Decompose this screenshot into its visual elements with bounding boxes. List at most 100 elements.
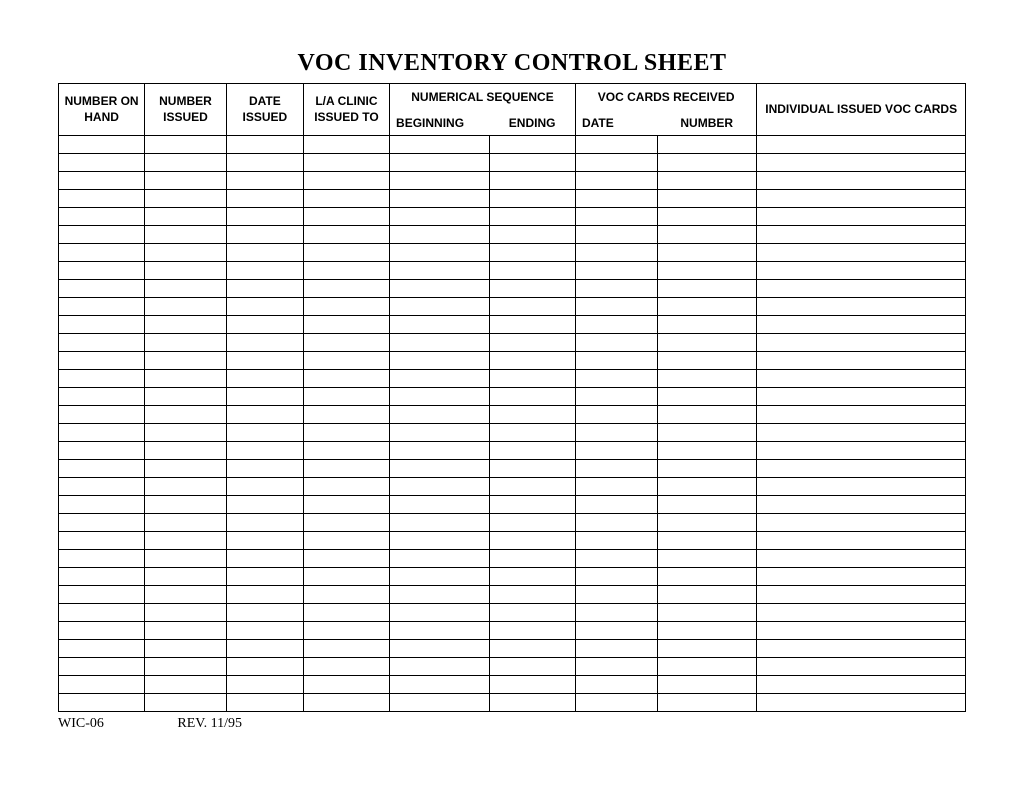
- table-cell[interactable]: [145, 334, 227, 352]
- table-cell[interactable]: [59, 190, 145, 208]
- table-cell[interactable]: [59, 262, 145, 280]
- table-cell[interactable]: [657, 604, 757, 622]
- table-cell[interactable]: [59, 154, 145, 172]
- table-cell[interactable]: [575, 208, 657, 226]
- table-cell[interactable]: [390, 514, 490, 532]
- table-cell[interactable]: [757, 406, 966, 424]
- table-cell[interactable]: [489, 694, 575, 712]
- table-cell[interactable]: [145, 172, 227, 190]
- table-cell[interactable]: [303, 262, 389, 280]
- table-cell[interactable]: [757, 658, 966, 676]
- table-cell[interactable]: [226, 460, 303, 478]
- table-cell[interactable]: [575, 586, 657, 604]
- table-cell[interactable]: [489, 334, 575, 352]
- table-cell[interactable]: [226, 280, 303, 298]
- table-cell[interactable]: [303, 280, 389, 298]
- table-cell[interactable]: [757, 622, 966, 640]
- table-cell[interactable]: [390, 334, 490, 352]
- table-cell[interactable]: [226, 208, 303, 226]
- table-cell[interactable]: [489, 442, 575, 460]
- table-cell[interactable]: [757, 424, 966, 442]
- table-cell[interactable]: [657, 208, 757, 226]
- table-cell[interactable]: [303, 514, 389, 532]
- table-cell[interactable]: [390, 298, 490, 316]
- table-cell[interactable]: [489, 136, 575, 154]
- table-cell[interactable]: [657, 478, 757, 496]
- table-cell[interactable]: [757, 262, 966, 280]
- table-cell[interactable]: [145, 460, 227, 478]
- table-cell[interactable]: [575, 514, 657, 532]
- table-cell[interactable]: [390, 460, 490, 478]
- table-cell[interactable]: [489, 154, 575, 172]
- table-cell[interactable]: [657, 316, 757, 334]
- table-cell[interactable]: [575, 604, 657, 622]
- table-cell[interactable]: [59, 604, 145, 622]
- table-cell[interactable]: [489, 406, 575, 424]
- table-cell[interactable]: [226, 154, 303, 172]
- table-cell[interactable]: [657, 586, 757, 604]
- table-cell[interactable]: [657, 352, 757, 370]
- table-cell[interactable]: [390, 478, 490, 496]
- table-cell[interactable]: [226, 244, 303, 262]
- table-cell[interactable]: [757, 676, 966, 694]
- table-cell[interactable]: [226, 334, 303, 352]
- table-cell[interactable]: [59, 388, 145, 406]
- table-cell[interactable]: [145, 388, 227, 406]
- table-cell[interactable]: [657, 334, 757, 352]
- table-cell[interactable]: [757, 514, 966, 532]
- table-cell[interactable]: [226, 694, 303, 712]
- table-cell[interactable]: [390, 658, 490, 676]
- table-cell[interactable]: [59, 550, 145, 568]
- table-cell[interactable]: [489, 496, 575, 514]
- table-cell[interactable]: [390, 640, 490, 658]
- table-cell[interactable]: [489, 352, 575, 370]
- table-cell[interactable]: [226, 136, 303, 154]
- table-cell[interactable]: [59, 334, 145, 352]
- table-cell[interactable]: [575, 694, 657, 712]
- table-cell[interactable]: [489, 478, 575, 496]
- table-cell[interactable]: [59, 298, 145, 316]
- table-cell[interactable]: [226, 370, 303, 388]
- table-cell[interactable]: [145, 406, 227, 424]
- table-cell[interactable]: [226, 496, 303, 514]
- table-cell[interactable]: [303, 208, 389, 226]
- table-cell[interactable]: [757, 298, 966, 316]
- table-cell[interactable]: [489, 388, 575, 406]
- table-cell[interactable]: [145, 280, 227, 298]
- table-cell[interactable]: [303, 676, 389, 694]
- table-cell[interactable]: [303, 406, 389, 424]
- table-cell[interactable]: [575, 154, 657, 172]
- table-cell[interactable]: [657, 406, 757, 424]
- table-cell[interactable]: [390, 136, 490, 154]
- table-cell[interactable]: [226, 658, 303, 676]
- table-cell[interactable]: [657, 496, 757, 514]
- table-cell[interactable]: [59, 280, 145, 298]
- table-cell[interactable]: [575, 226, 657, 244]
- table-cell[interactable]: [303, 424, 389, 442]
- table-cell[interactable]: [303, 334, 389, 352]
- table-cell[interactable]: [489, 424, 575, 442]
- table-cell[interactable]: [303, 622, 389, 640]
- table-cell[interactable]: [390, 190, 490, 208]
- table-cell[interactable]: [575, 244, 657, 262]
- table-cell[interactable]: [575, 496, 657, 514]
- table-cell[interactable]: [59, 352, 145, 370]
- table-cell[interactable]: [489, 316, 575, 334]
- table-cell[interactable]: [59, 208, 145, 226]
- table-cell[interactable]: [226, 352, 303, 370]
- table-cell[interactable]: [226, 622, 303, 640]
- table-cell[interactable]: [575, 568, 657, 586]
- table-cell[interactable]: [226, 316, 303, 334]
- table-cell[interactable]: [757, 226, 966, 244]
- table-cell[interactable]: [575, 676, 657, 694]
- table-cell[interactable]: [303, 244, 389, 262]
- table-cell[interactable]: [757, 316, 966, 334]
- table-cell[interactable]: [657, 532, 757, 550]
- table-cell[interactable]: [575, 136, 657, 154]
- table-cell[interactable]: [390, 370, 490, 388]
- table-cell[interactable]: [226, 532, 303, 550]
- table-cell[interactable]: [303, 298, 389, 316]
- table-cell[interactable]: [226, 550, 303, 568]
- table-cell[interactable]: [303, 190, 389, 208]
- table-cell[interactable]: [145, 550, 227, 568]
